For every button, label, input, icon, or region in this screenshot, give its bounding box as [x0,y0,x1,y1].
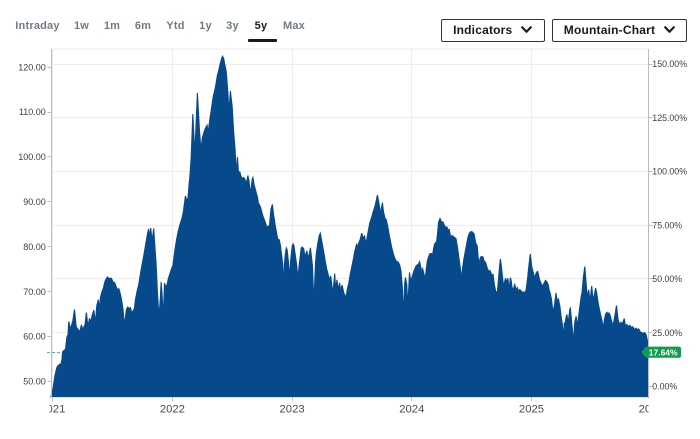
svg-text:70.00: 70.00 [23,287,46,297]
svg-text:110.00: 110.00 [19,107,46,117]
svg-text:50.00%: 50.00% [652,274,682,284]
svg-text:60.00: 60.00 [23,332,46,342]
svg-text:100.00: 100.00 [18,152,46,162]
svg-text:2026: 2026 [639,404,664,416]
svg-text:2024: 2024 [399,404,424,416]
svg-text:100.00%: 100.00% [652,167,687,177]
svg-text:90.00: 90.00 [23,197,46,207]
svg-text:80.00: 80.00 [23,242,46,252]
svg-text:0.00%: 0.00% [652,382,677,392]
svg-text:150.00%: 150.00% [652,59,687,69]
svg-text:120.00: 120.00 [18,62,46,72]
svg-text:2021: 2021 [40,404,65,416]
svg-text:125.00%: 125.00% [652,113,687,123]
svg-text:75.00%: 75.00% [652,220,682,230]
svg-text:50.00: 50.00 [23,377,46,387]
svg-text:25.00%: 25.00% [652,328,682,338]
svg-text:2023: 2023 [280,404,305,416]
svg-text:2025: 2025 [519,404,544,416]
svg-text:2022: 2022 [160,404,185,416]
svg-text:17.64%: 17.64% [649,347,678,357]
